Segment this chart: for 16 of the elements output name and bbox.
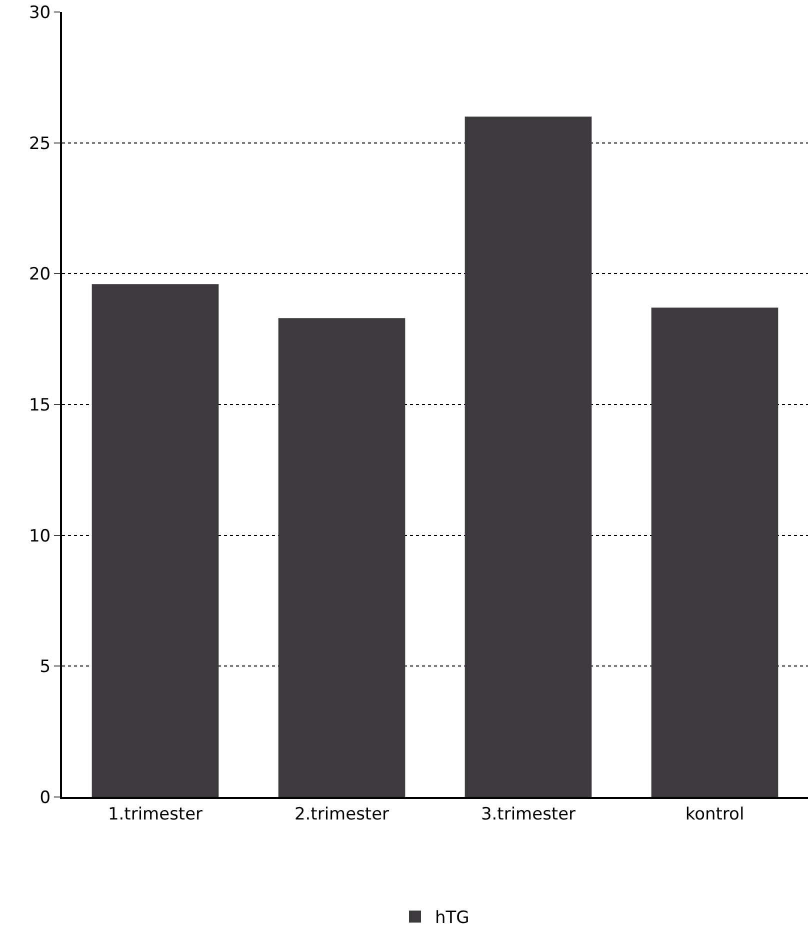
- legend-label: hTG: [435, 908, 470, 928]
- bar: [651, 308, 778, 797]
- x-tick-label: kontrol: [685, 804, 744, 824]
- x-tick-label: 2.trimester: [294, 804, 390, 824]
- x-tick-label: 1.trimester: [108, 804, 203, 824]
- y-tick-label: 25: [28, 134, 51, 154]
- y-tick-label: 10: [28, 526, 51, 546]
- y-tick-label: 5: [40, 657, 51, 678]
- bar: [278, 318, 406, 797]
- y-tick-label: 30: [28, 2, 51, 23]
- bar: [92, 284, 219, 797]
- y-tick-label: 0: [40, 788, 51, 808]
- bar: [464, 116, 592, 797]
- x-tick-label: 3.trimester: [480, 804, 576, 824]
- y-tick-label: 20: [28, 264, 51, 285]
- y-tick-label: 15: [28, 395, 51, 416]
